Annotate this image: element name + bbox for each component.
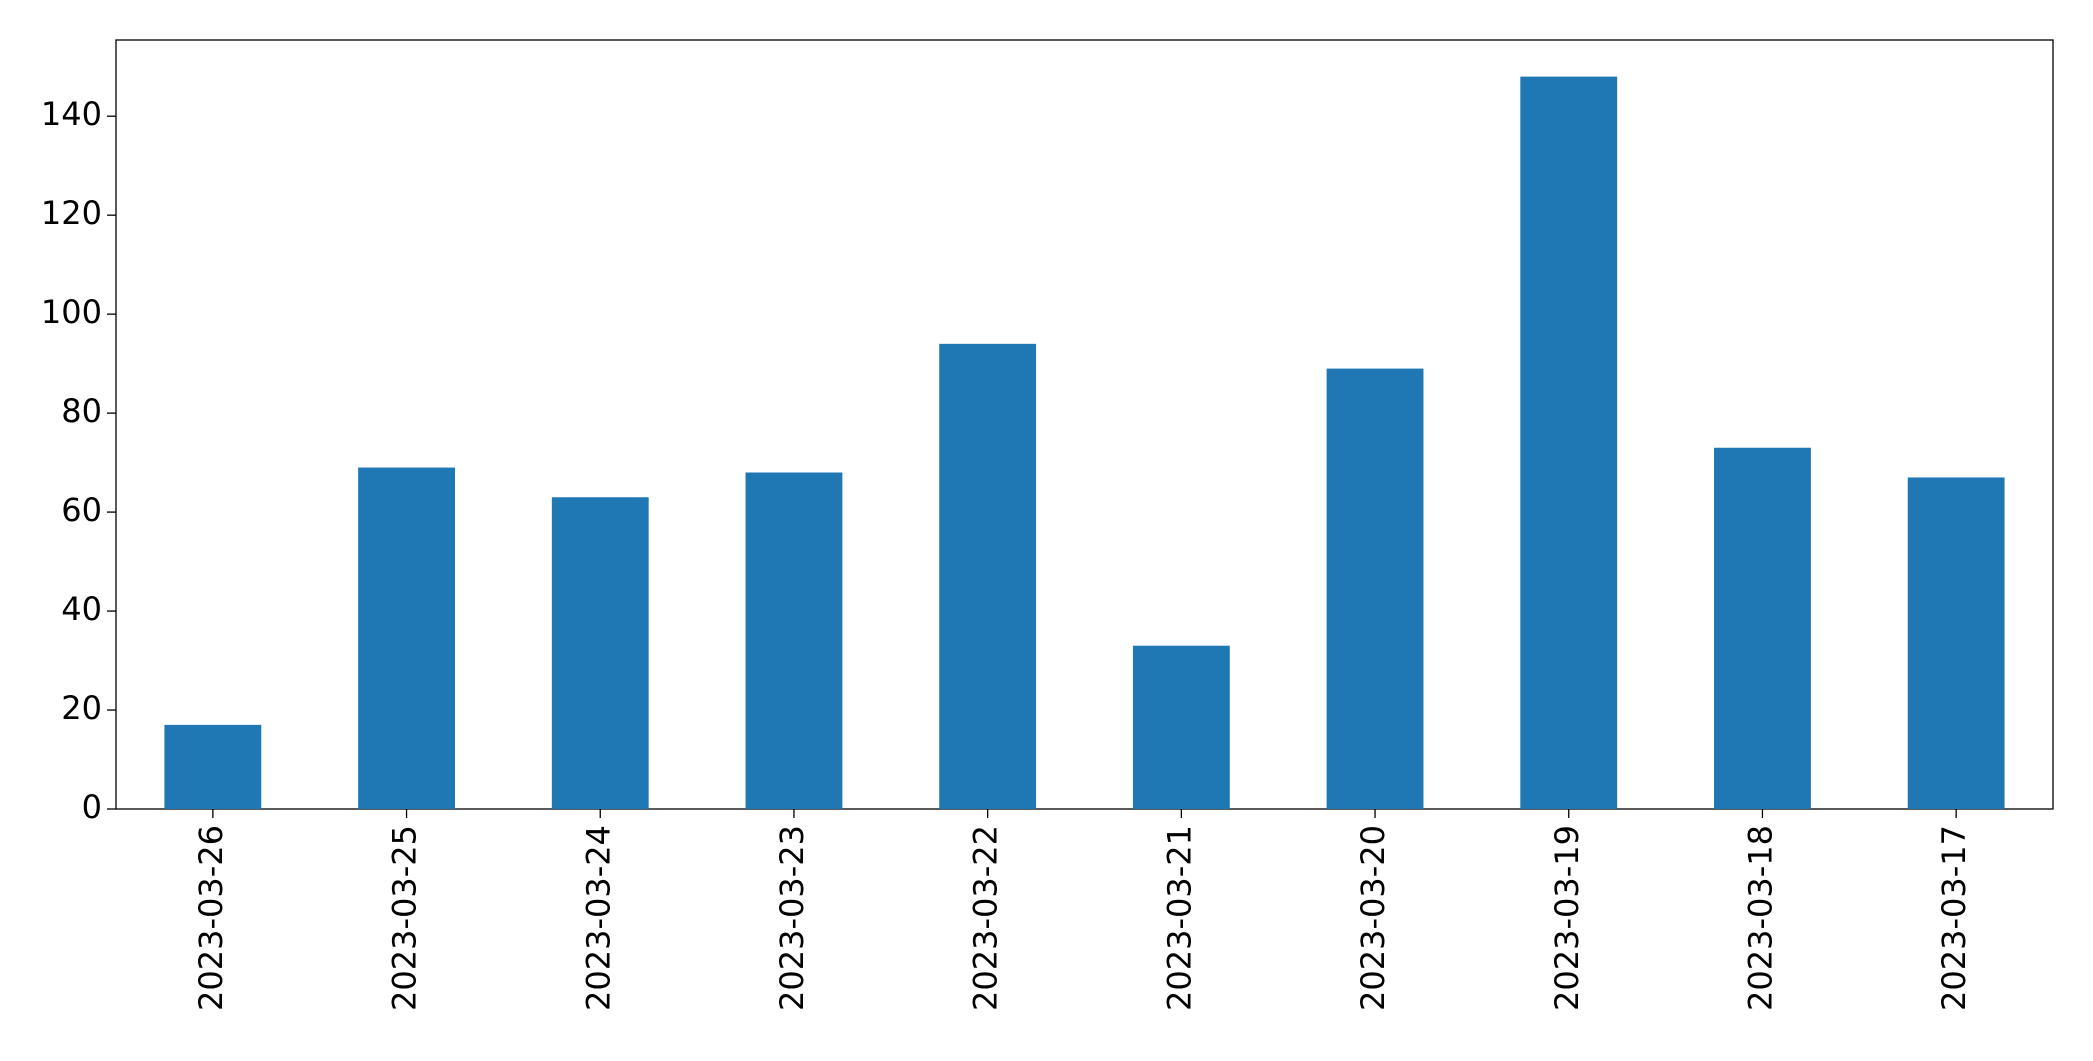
y-tick-label: 140 (41, 95, 102, 133)
bar (745, 472, 843, 809)
x-tick-label: 2023-03-26 (192, 825, 230, 1011)
plot-frame (115, 39, 2054, 810)
x-tick-label: 2023-03-20 (1354, 825, 1392, 1011)
y-tick-label: 60 (61, 491, 102, 529)
x-tick-label: 2023-03-22 (967, 825, 1005, 1011)
bar (1132, 645, 1230, 809)
bar (1326, 368, 1424, 809)
y-tick-label: 100 (41, 293, 102, 331)
x-tick-label: 2023-03-17 (1935, 825, 1973, 1011)
bar (939, 343, 1037, 809)
bar (551, 497, 649, 809)
y-tick-label: 80 (61, 392, 102, 430)
y-tick-label: 120 (41, 194, 102, 232)
bar (1520, 76, 1618, 810)
x-tick-label: 2023-03-21 (1160, 825, 1198, 1011)
bar (358, 467, 455, 809)
x-tick-label: 2023-03-18 (1741, 825, 1779, 1011)
bar (1714, 447, 1811, 809)
x-tick-label: 2023-03-25 (386, 825, 424, 1011)
bar (164, 724, 262, 809)
bar (1907, 477, 2005, 809)
x-tick-label: 2023-03-19 (1548, 825, 1586, 1011)
y-tick-label: 40 (61, 590, 102, 628)
x-tick-label: 2023-03-24 (579, 825, 617, 1011)
y-tick-label: 0 (82, 788, 102, 826)
y-tick-label: 20 (61, 689, 102, 727)
x-tick-label: 2023-03-23 (773, 825, 811, 1011)
